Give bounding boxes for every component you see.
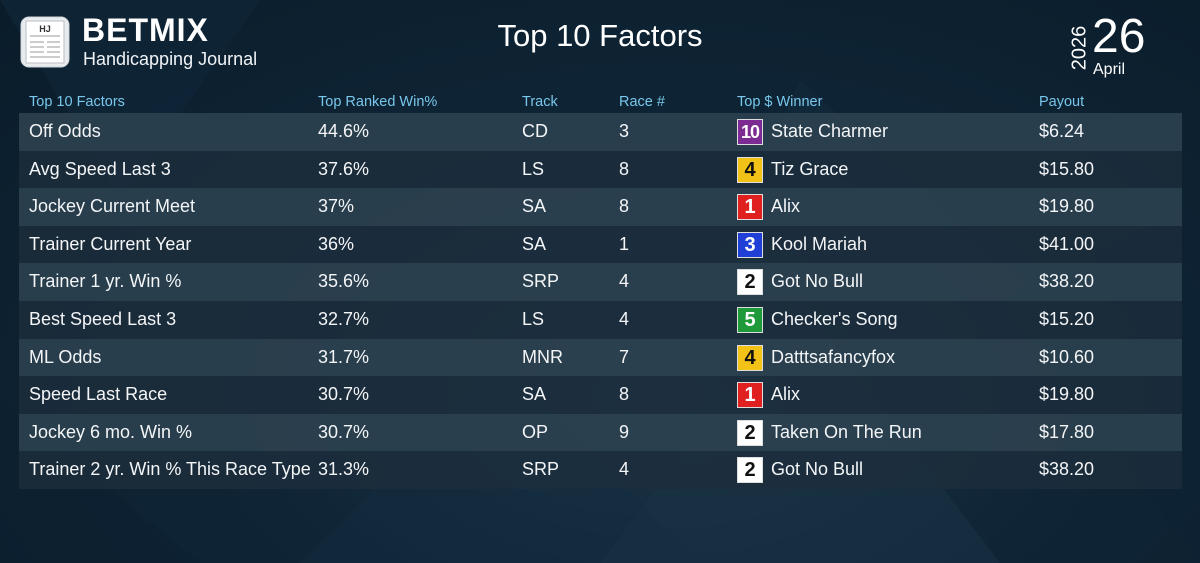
horse-name: Tiz Grace xyxy=(771,158,849,179)
factor-cell: Jockey 6 mo. Win % xyxy=(29,421,193,442)
race-cell: 4 xyxy=(619,459,630,480)
win-pct-cell: 30.7% xyxy=(318,421,370,442)
date-month: April xyxy=(1093,61,1126,78)
payout-cell: $19.80 xyxy=(1039,384,1095,405)
payout-cell: $17.80 xyxy=(1039,421,1095,442)
factors-table: Top 10 Factors Top Ranked Win% Track Rac… xyxy=(19,90,1182,489)
post-position-badge: 4 xyxy=(737,344,763,371)
journal-logo-icon: HJ xyxy=(20,16,70,68)
track-cell: SA xyxy=(522,233,547,254)
win-pct-cell: 31.3% xyxy=(318,459,370,480)
payout-cell: $19.80 xyxy=(1039,196,1095,217)
race-cell: 1 xyxy=(619,233,630,254)
post-position-badge: 10 xyxy=(737,119,763,145)
post-position-badge: 2 xyxy=(737,419,763,446)
track-cell: SRP xyxy=(522,271,560,292)
post-position-badge: 1 xyxy=(737,194,763,221)
post-position-badge: 3 xyxy=(737,231,763,258)
brand-subtitle: Handicapping Journal xyxy=(83,49,258,69)
brand-name: BETMIX xyxy=(82,12,209,48)
post-position-badge: 5 xyxy=(737,306,763,333)
post-position-badge: 2 xyxy=(737,269,763,296)
table-row: Speed Last Race 30.7% SA 8 1 Alix $19.80 xyxy=(19,376,1182,414)
payout-cell: $38.20 xyxy=(1039,271,1095,292)
table-row: Trainer 1 yr. Win % 35.6% SRP 4 2 Got No Bull… xyxy=(19,263,1182,301)
table-row: Off Odds 44.6% CD 3 10 State Charmer $6.24 xyxy=(19,113,1182,151)
payout-cell: $15.20 xyxy=(1039,308,1095,329)
win-pct-cell: 30.7% xyxy=(318,384,370,405)
win-pct-cell: 44.6% xyxy=(318,121,370,141)
track-cell: OP xyxy=(522,421,549,442)
table-row: Trainer 2 yr. Win % This Race Type 31.3% S… xyxy=(19,451,1182,489)
factor-cell: Best Speed Last 3 xyxy=(29,308,177,329)
payout-cell: $15.80 xyxy=(1039,158,1095,179)
track-cell: SRP xyxy=(522,459,560,480)
race-cell: 4 xyxy=(619,271,630,292)
horse-name: State Charmer xyxy=(771,121,889,141)
horse-name: Alix xyxy=(771,196,801,217)
page-title: Top 10 Factors xyxy=(497,18,703,53)
column-header-payout: Payout xyxy=(1039,94,1085,110)
post-position-badge: 1 xyxy=(737,382,763,409)
payout-cell: $6.24 xyxy=(1039,121,1085,141)
table-body: Off Odds 44.6% CD 3 10 State Charmer $6.24 Avg … xyxy=(19,113,1182,489)
track-cell: SA xyxy=(522,384,547,405)
horse-name: Taken On The Run xyxy=(771,421,922,442)
win-pct-cell: 35.6% xyxy=(318,271,370,292)
factor-cell: Avg Speed Last 3 xyxy=(29,158,171,179)
race-cell: 8 xyxy=(619,196,630,217)
horse-name: Got No Bull xyxy=(771,459,864,480)
column-header-top-winner: Top $ Winner xyxy=(737,94,823,110)
factor-cell: Trainer 2 yr. Win % This Race Type xyxy=(29,459,311,480)
post-position-badge: 2 xyxy=(737,457,763,484)
date-day: 26 xyxy=(1092,10,1146,63)
factor-cell: Off Odds xyxy=(29,121,101,141)
horse-name: Got No Bull xyxy=(771,271,864,292)
win-pct-cell: 37.6% xyxy=(318,158,370,179)
race-cell: 8 xyxy=(619,384,630,405)
factor-cell: Speed Last Race xyxy=(29,384,168,405)
date-year-text: 2026 xyxy=(1068,25,1091,71)
factor-cell: Trainer 1 yr. Win % xyxy=(29,271,182,292)
column-header-race: Race # xyxy=(619,94,665,110)
win-pct-cell: 36% xyxy=(318,233,355,254)
table-row: Jockey 6 mo. Win % 30.7% OP 9 2 Taken On The … xyxy=(19,413,1182,452)
factor-cell: Trainer Current Year xyxy=(29,233,192,254)
table-header: Top 10 Factors Top Ranked Win% Track Rac… xyxy=(19,90,1182,113)
table-row: Avg Speed Last 3 37.6% LS 8 4 Tiz Grace $15.80 xyxy=(19,150,1182,189)
payout-cell: $10.60 xyxy=(1039,346,1095,367)
payout-cell: $41.00 xyxy=(1039,233,1095,254)
horse-name: Alix xyxy=(771,384,801,405)
factor-cell: Jockey Current Meet xyxy=(29,196,196,217)
track-cell: LS xyxy=(522,308,545,329)
payout-cell: $38.20 xyxy=(1039,459,1095,480)
column-header-factor: Top 10 Factors xyxy=(29,94,125,110)
win-pct-cell: 37% xyxy=(318,196,355,217)
track-cell: MNR xyxy=(522,346,563,367)
table-row: Jockey Current Meet 37% SA 8 1 Alix $19.80 xyxy=(19,188,1182,226)
table-row: ML Odds 31.7% MNR 7 4 Datttsafancyfox $10.60 xyxy=(19,338,1182,377)
horse-name: Datttsafancyfox xyxy=(771,346,896,367)
table-row: Trainer Current Year 36% SA 1 3 Kool Mariah $4… xyxy=(19,225,1182,264)
post-position-badge: 4 xyxy=(737,156,763,183)
race-cell: 8 xyxy=(619,158,630,179)
race-cell: 4 xyxy=(619,308,630,329)
column-header-track: Track xyxy=(522,94,558,110)
horse-name: Kool Mariah xyxy=(771,233,868,254)
race-cell: 9 xyxy=(619,421,630,442)
table-row: Best Speed Last 3 32.7% LS 4 5 Checker's Song… xyxy=(19,300,1182,339)
race-cell: 3 xyxy=(619,121,630,141)
column-header-win-pct: Top Ranked Win% xyxy=(318,94,438,110)
horse-name: Checker's Song xyxy=(771,308,898,329)
race-cell: 7 xyxy=(619,346,630,367)
win-pct-cell: 32.7% xyxy=(318,308,370,329)
win-pct-cell: 31.7% xyxy=(318,346,370,367)
track-cell: SA xyxy=(522,196,547,217)
track-cell: LS xyxy=(522,158,545,179)
factor-cell: ML Odds xyxy=(29,346,102,367)
track-cell: CD xyxy=(522,121,548,141)
logo-initials: HJ xyxy=(39,24,51,34)
